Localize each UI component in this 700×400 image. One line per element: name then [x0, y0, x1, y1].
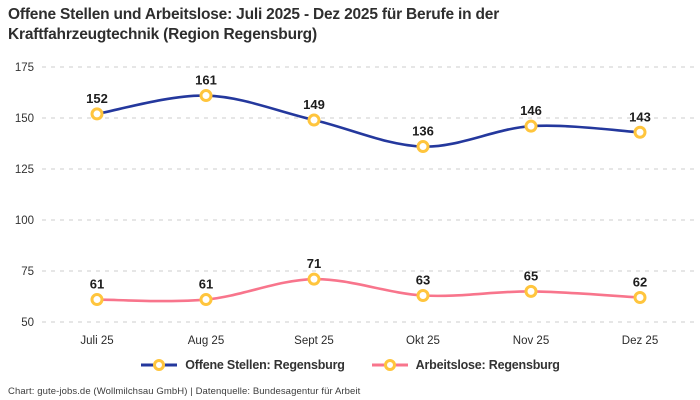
data-point-label: 136	[412, 124, 434, 139]
y-axis-tick-label: 175	[15, 62, 34, 74]
data-point-marker	[307, 272, 321, 286]
data-point-marker	[524, 119, 538, 133]
x-axis-tick-label: Juli 25	[80, 335, 113, 347]
legend-item-arbeitslose: Arbeitslose: Regensburg	[371, 358, 560, 372]
data-point-label: 61	[90, 277, 104, 292]
y-axis-tick-label: 150	[15, 113, 34, 125]
data-point-label: 63	[416, 272, 430, 287]
data-point-label: 161	[195, 73, 217, 88]
series-line	[95, 277, 642, 303]
y-axis-tick-label: 100	[15, 215, 34, 227]
x-axis-tick-label: Aug 25	[188, 335, 224, 347]
data-point-label: 143	[629, 109, 651, 124]
x-axis-tick-label: Okt 25	[406, 335, 440, 347]
data-point-label: 71	[307, 256, 321, 271]
legend-item-offene-stellen: Offene Stellen: Regensburg	[140, 358, 345, 372]
data-point-marker	[416, 140, 430, 154]
data-point-label: 61	[199, 277, 213, 292]
y-axis-tick-label: 125	[15, 164, 34, 176]
legend-label-offene-stellen: Offene Stellen: Regensburg	[185, 358, 345, 372]
data-point-marker	[307, 113, 321, 127]
chart-footer-credit: Chart: gute-jobs.de (Wollmilchsau GmbH) …	[8, 386, 361, 397]
x-axis-tick-label: Dez 25	[622, 335, 658, 347]
line-chart-plot: 50 75 100 125 150 175 Juli 25 Aug 25 Sept 25 Okt …	[15, 62, 696, 347]
legend-line-marker-icon	[141, 359, 178, 371]
data-point-marker	[199, 293, 213, 307]
data-point-marker	[90, 293, 104, 307]
data-point-marker	[90, 107, 104, 121]
legend-line-marker-icon	[371, 359, 408, 371]
x-axis-tick-label: Nov 25	[513, 335, 549, 347]
x-axis-tick-label: Sept 25	[294, 335, 334, 347]
chart-legend: Offene Stellen: Regensburg Arbeitslose: …	[0, 358, 700, 372]
data-point-marker	[524, 284, 538, 298]
data-point-marker	[633, 291, 647, 305]
data-point-label: 149	[303, 97, 325, 112]
data-point-marker	[199, 89, 213, 103]
y-axis-tick-label: 50	[21, 317, 34, 329]
data-point-marker	[416, 288, 430, 302]
data-point-marker	[633, 125, 647, 139]
legend-label-arbeitslose: Arbeitslose: Regensburg	[415, 358, 560, 372]
data-point-label: 146	[520, 103, 542, 118]
data-point-label: 152	[86, 91, 108, 106]
y-axis-tick-label: 75	[21, 266, 34, 278]
chart-title: Offene Stellen und Arbeitslose: Juli 202…	[8, 6, 500, 44]
series-line	[95, 94, 642, 148]
data-point-label: 65	[524, 268, 538, 283]
data-point-label: 62	[633, 275, 647, 290]
